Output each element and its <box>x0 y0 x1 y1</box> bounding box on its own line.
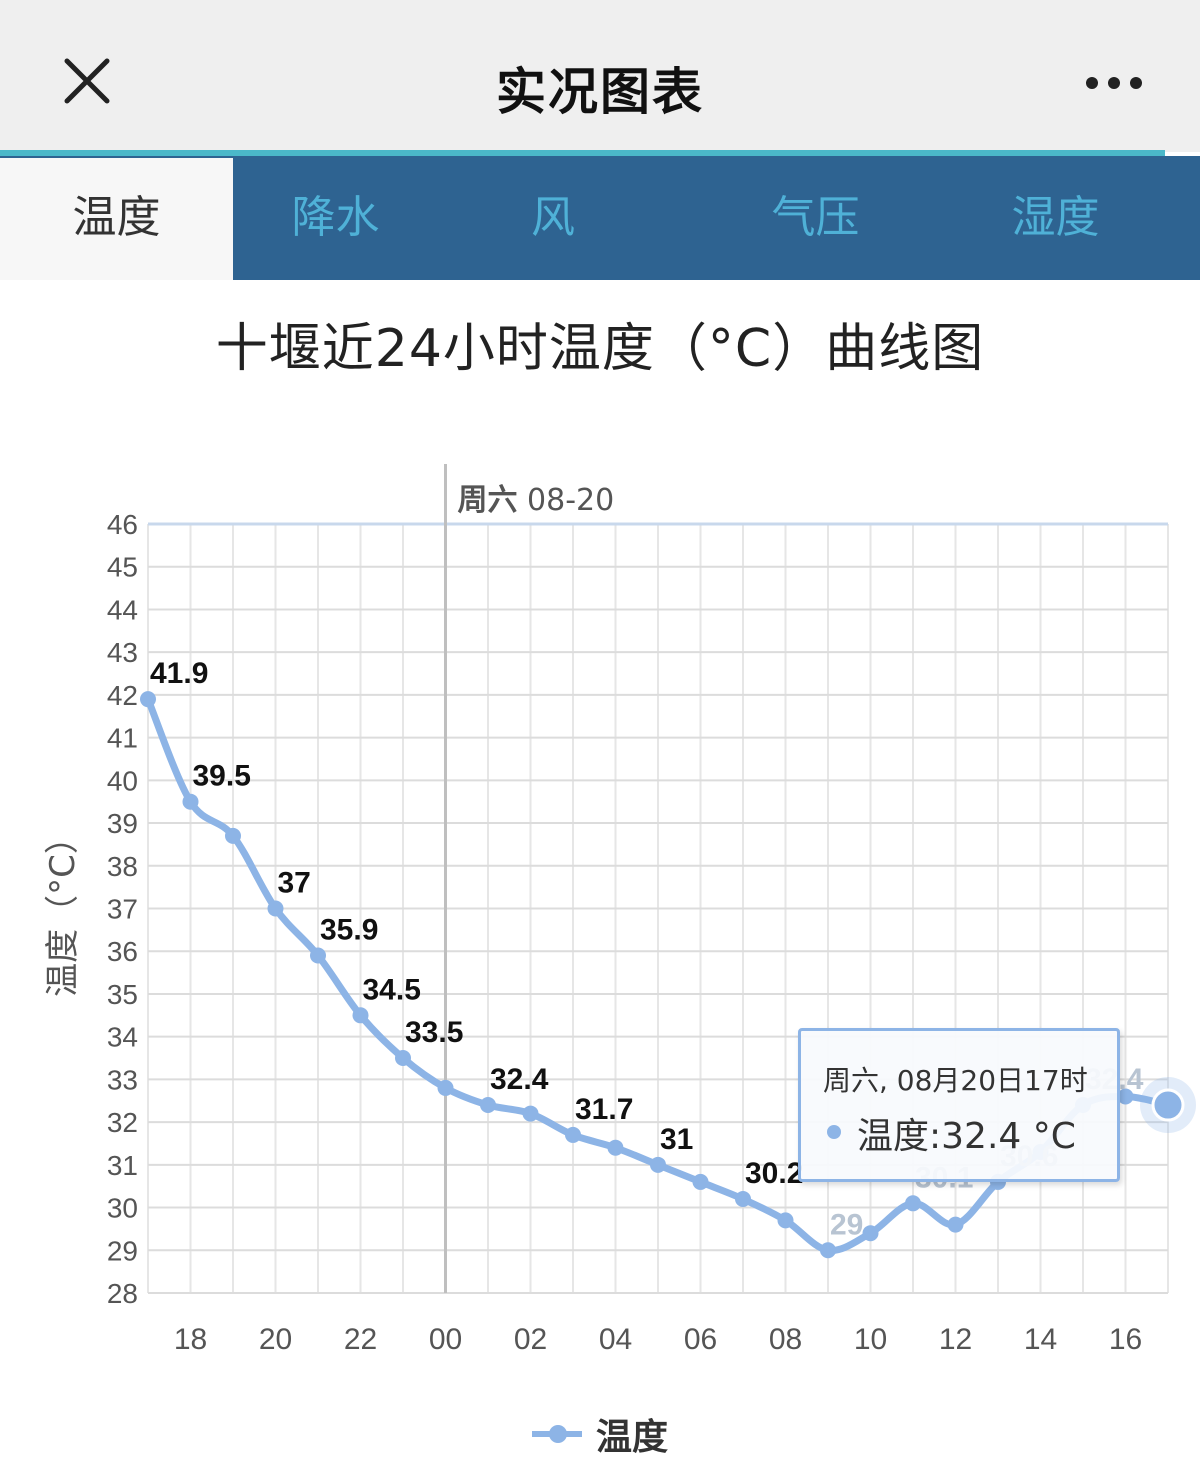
data-point <box>735 1191 751 1208</box>
y-tick-label: 30 <box>107 1193 138 1224</box>
data-point <box>650 1156 666 1173</box>
data-point <box>522 1105 539 1122</box>
y-tick-label: 31 <box>107 1150 138 1181</box>
page-title: 实况图表 <box>496 63 704 121</box>
data-point <box>395 1050 411 1067</box>
data-point <box>947 1216 964 1233</box>
data-label: 33.5 <box>405 1016 463 1049</box>
data-label: 34.5 <box>363 973 421 1006</box>
data-point-hovered <box>1151 1088 1185 1122</box>
data-label: 31 <box>660 1123 693 1156</box>
x-tick-label: 16 <box>1109 1323 1142 1356</box>
tab-precipitation[interactable]: 降水 <box>291 192 380 243</box>
y-tick-label: 29 <box>107 1235 138 1266</box>
data-point <box>820 1242 836 1259</box>
data-point <box>225 827 241 844</box>
data-point <box>692 1173 709 1190</box>
y-tick-label: 33 <box>107 1064 138 1095</box>
legend-label: 温度 <box>596 1417 669 1458</box>
tab-pressure[interactable]: 气压 <box>771 192 860 243</box>
y-tick-label: 32 <box>107 1107 138 1138</box>
x-tick-label: 08 <box>769 1323 802 1356</box>
data-label: 41.9 <box>150 657 208 690</box>
x-tick-label: 04 <box>599 1323 632 1356</box>
data-point <box>862 1225 879 1242</box>
data-point <box>607 1139 624 1156</box>
y-tick-label: 43 <box>107 637 138 668</box>
y-tick-label: 36 <box>107 936 138 967</box>
tooltip-series-bullet <box>827 1125 841 1139</box>
x-tick-label: 12 <box>939 1323 972 1356</box>
x-tick-label: 02 <box>514 1323 547 1356</box>
x-tick-label: 14 <box>1024 1323 1057 1356</box>
y-tick-label: 44 <box>107 594 138 625</box>
data-point <box>352 1007 369 1024</box>
chart-legend-item[interactable]: 温度 <box>532 1410 668 1458</box>
x-tick-label: 18 <box>174 1323 207 1356</box>
data-label: 31.7 <box>575 1093 633 1126</box>
page-load-progress <box>0 150 1165 156</box>
more-icon <box>1086 77 1142 89</box>
legend-marker-icon <box>549 1425 567 1443</box>
y-axis-title: 温度（°C） <box>43 820 83 997</box>
close-button[interactable] <box>58 52 118 112</box>
data-label: 35.9 <box>320 913 378 946</box>
day-marker-label: 周六 08-20 <box>458 483 615 518</box>
data-point <box>267 900 284 917</box>
data-point <box>1117 1088 1134 1105</box>
data-label: 39.5 <box>193 760 251 793</box>
x-tick-label: 20 <box>259 1323 292 1356</box>
data-point <box>437 1079 454 1096</box>
legend-line-icon <box>532 1425 582 1443</box>
tab-temperature[interactable]: 温度 <box>0 158 233 280</box>
y-tick-label: 38 <box>107 851 138 882</box>
top-bar: 实况图表 <box>0 0 1200 152</box>
data-point <box>905 1195 921 1212</box>
data-point <box>565 1126 581 1143</box>
y-tick-label: 40 <box>107 765 138 796</box>
y-tick-label: 34 <box>107 1022 138 1053</box>
data-point <box>310 947 326 964</box>
tooltip-time: 周六, 08月20日17时 <box>823 1064 1088 1097</box>
x-tick-label: 22 <box>344 1323 377 1356</box>
more-button[interactable] <box>1080 66 1150 102</box>
data-label: 29 <box>830 1208 863 1241</box>
data-label: 37 <box>278 867 311 900</box>
y-tick-label: 46 <box>107 509 138 540</box>
close-icon <box>64 58 110 104</box>
data-point <box>777 1212 794 1229</box>
chart-tooltip: 周六, 08月20日17时 温度:32.4 °C <box>798 1028 1120 1182</box>
data-point <box>480 1097 496 1114</box>
x-tick-label: 10 <box>854 1323 887 1356</box>
x-tick-label: 06 <box>684 1323 717 1356</box>
y-tick-label: 28 <box>107 1278 138 1309</box>
tab-bar: 温度 降水 风 气压 湿度 <box>0 156 1200 280</box>
y-tick-label: 41 <box>107 723 138 754</box>
y-tick-label: 42 <box>107 680 138 711</box>
temperature-chart[interactable]: 28 29 30 31 32 33 34 35 36 37 38 39 40 41 42 43 44 45 46 周六… <box>0 420 1200 1400</box>
data-label: 32.4 <box>490 1063 549 1096</box>
tab-humidity[interactable]: 湿度 <box>1011 192 1100 243</box>
y-tick-label: 45 <box>107 552 138 583</box>
chart-title: 十堰近24小时温度（°C）曲线图 <box>215 319 985 379</box>
tab-wind[interactable]: 风 <box>531 192 575 243</box>
y-tick-label: 39 <box>107 808 138 839</box>
x-tick-label: 00 <box>429 1323 462 1356</box>
data-point <box>140 691 156 708</box>
data-label: 30.2 <box>745 1157 803 1190</box>
data-point <box>182 793 199 810</box>
tooltip-value: 温度:32.4 °C <box>857 1116 1076 1157</box>
y-tick-label: 35 <box>107 979 138 1010</box>
y-tick-label: 37 <box>107 894 138 925</box>
